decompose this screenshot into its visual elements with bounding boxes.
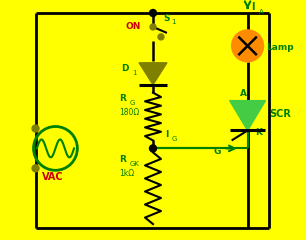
Text: 1kΩ: 1kΩ [119, 169, 134, 178]
Text: VAC: VAC [42, 172, 63, 182]
Text: G: G [130, 100, 136, 106]
Text: I: I [165, 131, 168, 139]
Circle shape [158, 34, 164, 40]
Text: G: G [172, 137, 177, 143]
Text: S: S [163, 14, 170, 23]
Circle shape [232, 30, 263, 62]
Text: D: D [121, 64, 129, 73]
Circle shape [32, 125, 39, 132]
Text: ON: ON [125, 22, 140, 31]
Text: K: K [256, 128, 263, 138]
Text: R: R [119, 155, 126, 164]
Text: Lamp: Lamp [267, 43, 294, 52]
Circle shape [32, 165, 39, 172]
Text: R: R [119, 94, 126, 103]
Text: GK: GK [130, 161, 140, 167]
Circle shape [150, 145, 156, 152]
Text: 1: 1 [132, 70, 136, 76]
Polygon shape [139, 63, 167, 85]
Circle shape [150, 24, 156, 30]
Circle shape [150, 10, 156, 17]
Text: I: I [252, 2, 255, 12]
Text: 180Ω: 180Ω [119, 108, 140, 117]
Text: A: A [240, 89, 247, 98]
Text: A: A [259, 9, 263, 15]
Text: G: G [214, 147, 221, 156]
Text: 1: 1 [171, 19, 175, 25]
Text: SCR: SCR [270, 108, 291, 119]
Polygon shape [230, 101, 266, 131]
